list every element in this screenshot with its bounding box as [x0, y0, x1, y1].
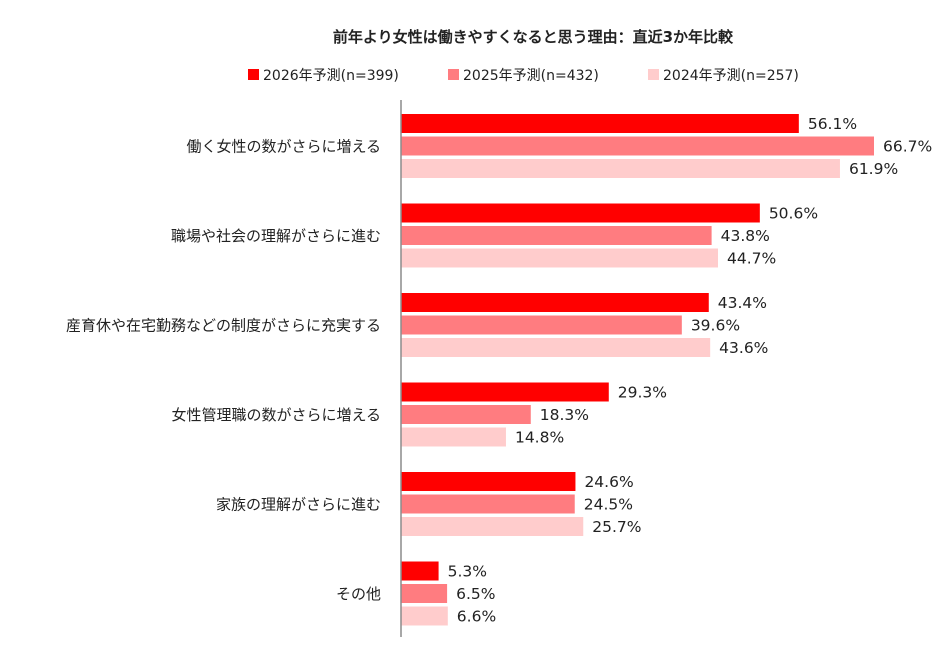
value-label-0-0: 56.1% — [808, 115, 857, 133]
value-label-5-0: 5.3% — [448, 563, 487, 581]
value-label-4-1: 24.5% — [584, 496, 633, 514]
bar-0-0 — [401, 114, 799, 133]
value-label-4-0: 24.6% — [584, 473, 633, 491]
legend-swatch-0 — [248, 69, 259, 80]
value-label-1-2: 44.7% — [727, 250, 776, 268]
chart-title: 前年より女性は働きやすくなると思う理由：直近3か年比較 — [333, 28, 734, 46]
value-label-3-2: 14.8% — [515, 429, 564, 447]
bar-0-2 — [401, 159, 840, 178]
bar-3-0 — [401, 382, 609, 402]
value-label-1-1: 43.8% — [721, 227, 770, 245]
value-label-4-2: 25.7% — [592, 518, 641, 536]
bar-2-0 — [401, 293, 709, 312]
bar-3-2 — [401, 427, 506, 447]
legend-swatch-1 — [448, 69, 459, 80]
bar-5-0 — [401, 561, 439, 581]
value-label-0-2: 61.9% — [849, 160, 898, 178]
value-label-5-1: 6.5% — [456, 585, 495, 603]
legend-label-2: 2024年予測(n=257) — [663, 68, 799, 84]
category-label-2: 産育休や在宅勤務などの制度がさらに充実する — [66, 317, 381, 335]
bar-4-2 — [401, 517, 584, 536]
value-label-2-0: 43.4% — [718, 294, 767, 312]
value-label-5-2: 6.6% — [457, 608, 496, 626]
bars: 56.1% 66.7% 61.9% 50.6% 43.8% 44.7% 43.4% 39.6%… — [401, 114, 932, 626]
legend: 2026年予測(n=399) 2025年予測(n=432) 2024年予測(n=25… — [248, 68, 799, 84]
bar-4-1 — [401, 494, 575, 514]
legend-label-0: 2026年予測(n=399) — [263, 68, 399, 84]
bar-0-1 — [401, 136, 874, 156]
value-label-3-0: 29.3% — [618, 384, 667, 402]
category-label-1: 職場や社会の理解がさらに進む — [171, 227, 381, 245]
bar-5-2 — [401, 606, 448, 626]
value-label-2-1: 39.6% — [691, 317, 740, 335]
bar-5-1 — [401, 584, 448, 603]
bar-2-1 — [401, 315, 682, 335]
value-label-1-0: 50.6% — [769, 205, 818, 223]
category-labels: 働く女性の数がさらに増える職場や社会の理解がさらに進む産育休や在宅勤務などの制度… — [66, 138, 381, 604]
category-label-0: 働く女性の数がさらに増える — [186, 138, 381, 156]
category-label-5: その他 — [336, 585, 381, 603]
category-label-4: 家族の理解がさらに進む — [216, 496, 381, 514]
bar-4-0 — [401, 472, 576, 491]
bar-3-1 — [401, 405, 531, 424]
bar-2-2 — [401, 338, 711, 357]
value-label-2-2: 43.6% — [719, 339, 768, 357]
category-label-3: 女性管理職の数がさらに増える — [171, 406, 381, 424]
legend-label-1: 2025年予測(n=432) — [463, 68, 599, 84]
value-label-0-1: 66.7% — [883, 138, 932, 156]
legend-swatch-2 — [648, 69, 659, 80]
bar-1-0 — [401, 203, 760, 223]
bar-1-1 — [401, 226, 712, 245]
bar-1-2 — [401, 248, 718, 268]
value-label-3-1: 18.3% — [540, 406, 589, 424]
